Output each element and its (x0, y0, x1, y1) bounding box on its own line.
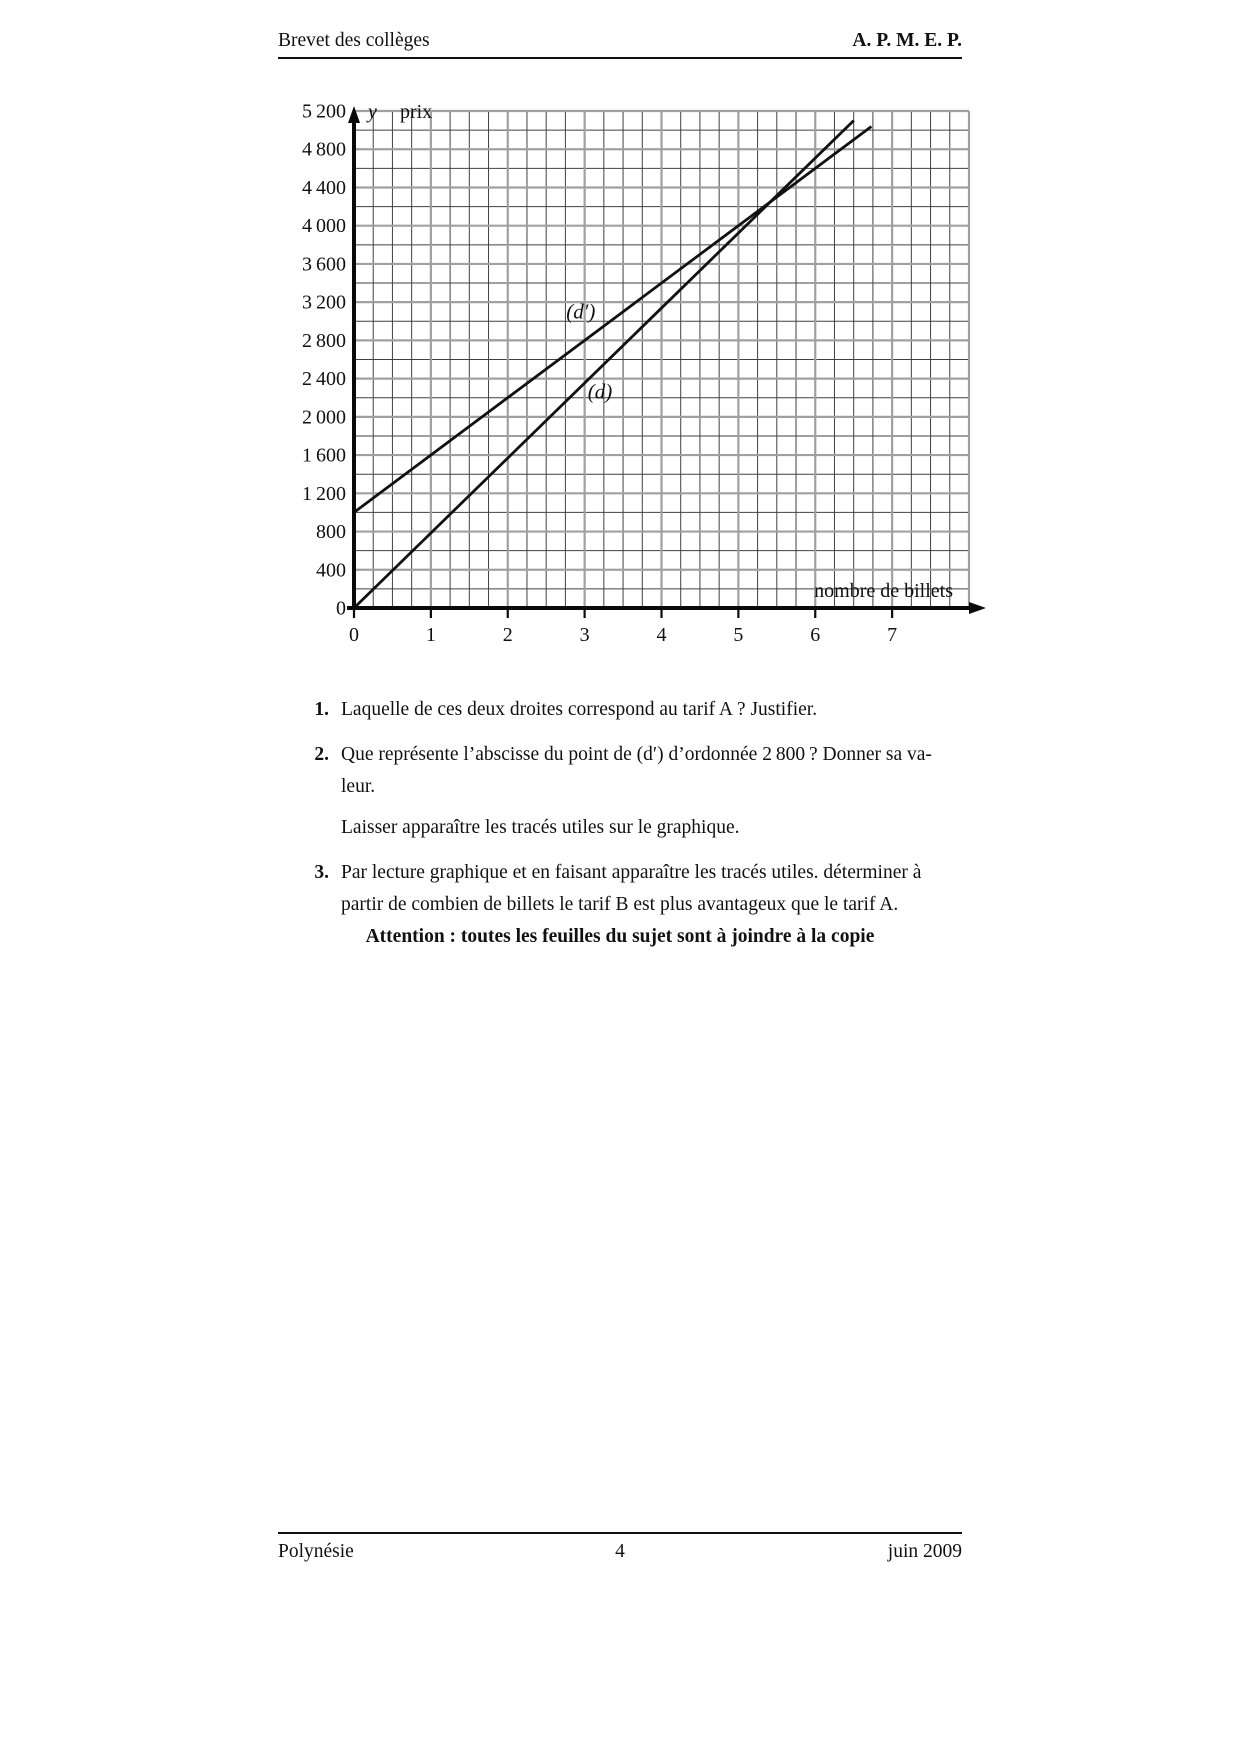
question-3-text-line-1: Par lecture graphique et en faisant appa… (341, 862, 922, 883)
y-tick-label: 4 800 (302, 139, 346, 161)
page-footer: Polynésie 4 juin 2009 (278, 1541, 962, 1563)
question-1: 1. Laquelle de ces deux droites correspo… (278, 694, 962, 726)
x-tick-label: 0 (349, 624, 359, 646)
footer-rule (278, 1532, 962, 1534)
x-tick-label: 3 (580, 624, 590, 646)
page-header: Brevet des collèges A. P. M. E. P. (278, 30, 962, 52)
y-tick-label: 4 000 (302, 215, 346, 237)
y-tick-label: 3 600 (302, 253, 346, 275)
y-tick-label: 1 200 (302, 483, 346, 505)
y-axis-title: prix (400, 101, 432, 123)
attention-notice: Attention : toutes les feuilles du sujet… (365, 926, 875, 947)
x-tick-label: 7 (887, 624, 897, 646)
x-tick-label: 1 (426, 624, 436, 646)
line-d-label: (d) (588, 380, 613, 404)
x-tick-label: 5 (733, 624, 743, 646)
y-tick-label: 1 600 (302, 445, 346, 467)
question-2: 2. Que représente l’abscisse du point de… (278, 739, 962, 844)
header-brand: A. P. M. E. P. (852, 30, 962, 51)
y-tick-label: 2 000 (302, 406, 346, 428)
footer-location: Polynésie (278, 1541, 354, 1562)
x-tick-label: 6 (810, 624, 820, 646)
grid-major (354, 109, 971, 608)
price-tickets-chart: 0 1 2 3 4 5 6 7 0 400 800 1 200 1 600 2 000 2 400 2 800… (250, 85, 995, 665)
question-2-text-line-1: Que représente l’abscisse du point de (d… (341, 744, 932, 765)
question-1-text: Laquelle de ces deux droites correspond … (341, 699, 818, 720)
question-3: 3. Par lecture graphique et en faisant a… (278, 857, 962, 921)
y-tick-label: 0 (336, 598, 346, 620)
line-d-prime (353, 125, 873, 514)
question-1-number: 1. (314, 699, 329, 720)
question-2-text-line-2: leur. (341, 776, 376, 797)
y-tick-label: 2 800 (302, 330, 346, 352)
y-axis-var-label: y (366, 101, 377, 123)
question-2-text-line-3: Laisser apparaître les tracés utiles sur… (341, 817, 740, 838)
line-d-prime-label: (d′) (566, 299, 595, 323)
footer-page-number: 4 (615, 1541, 625, 1562)
header-title: Brevet des collèges (278, 30, 430, 51)
question-3-text-line-2: partir de combien de billets le tarif B … (341, 894, 899, 915)
y-tick-label: 3 200 (302, 292, 346, 314)
header-rule (278, 57, 962, 59)
y-tick-label: 400 (316, 559, 346, 581)
x-tick-label: 4 (657, 624, 667, 646)
chart-canvas: 0 1 2 3 4 5 6 7 0 400 800 1 200 1 600 2 000 2 400 2 800… (302, 101, 986, 646)
y-axis-arrow (348, 106, 360, 123)
question-2-number: 2. (314, 744, 329, 765)
question-3-number: 3. (314, 862, 329, 883)
y-tick-label: 800 (316, 521, 346, 543)
x-tick-label: 2 (503, 624, 513, 646)
y-tick-label: 4 400 (302, 177, 346, 199)
x-axis-arrow (969, 602, 986, 614)
footer-date: juin 2009 (887, 1541, 962, 1562)
y-tick-label: 2 400 (302, 368, 346, 390)
questions-list: 1. Laquelle de ces deux droites correspo… (278, 694, 962, 934)
y-tick-label: 5 200 (302, 101, 346, 123)
x-ticks (352, 608, 894, 618)
x-axis-title: nombre de billets (814, 580, 953, 602)
